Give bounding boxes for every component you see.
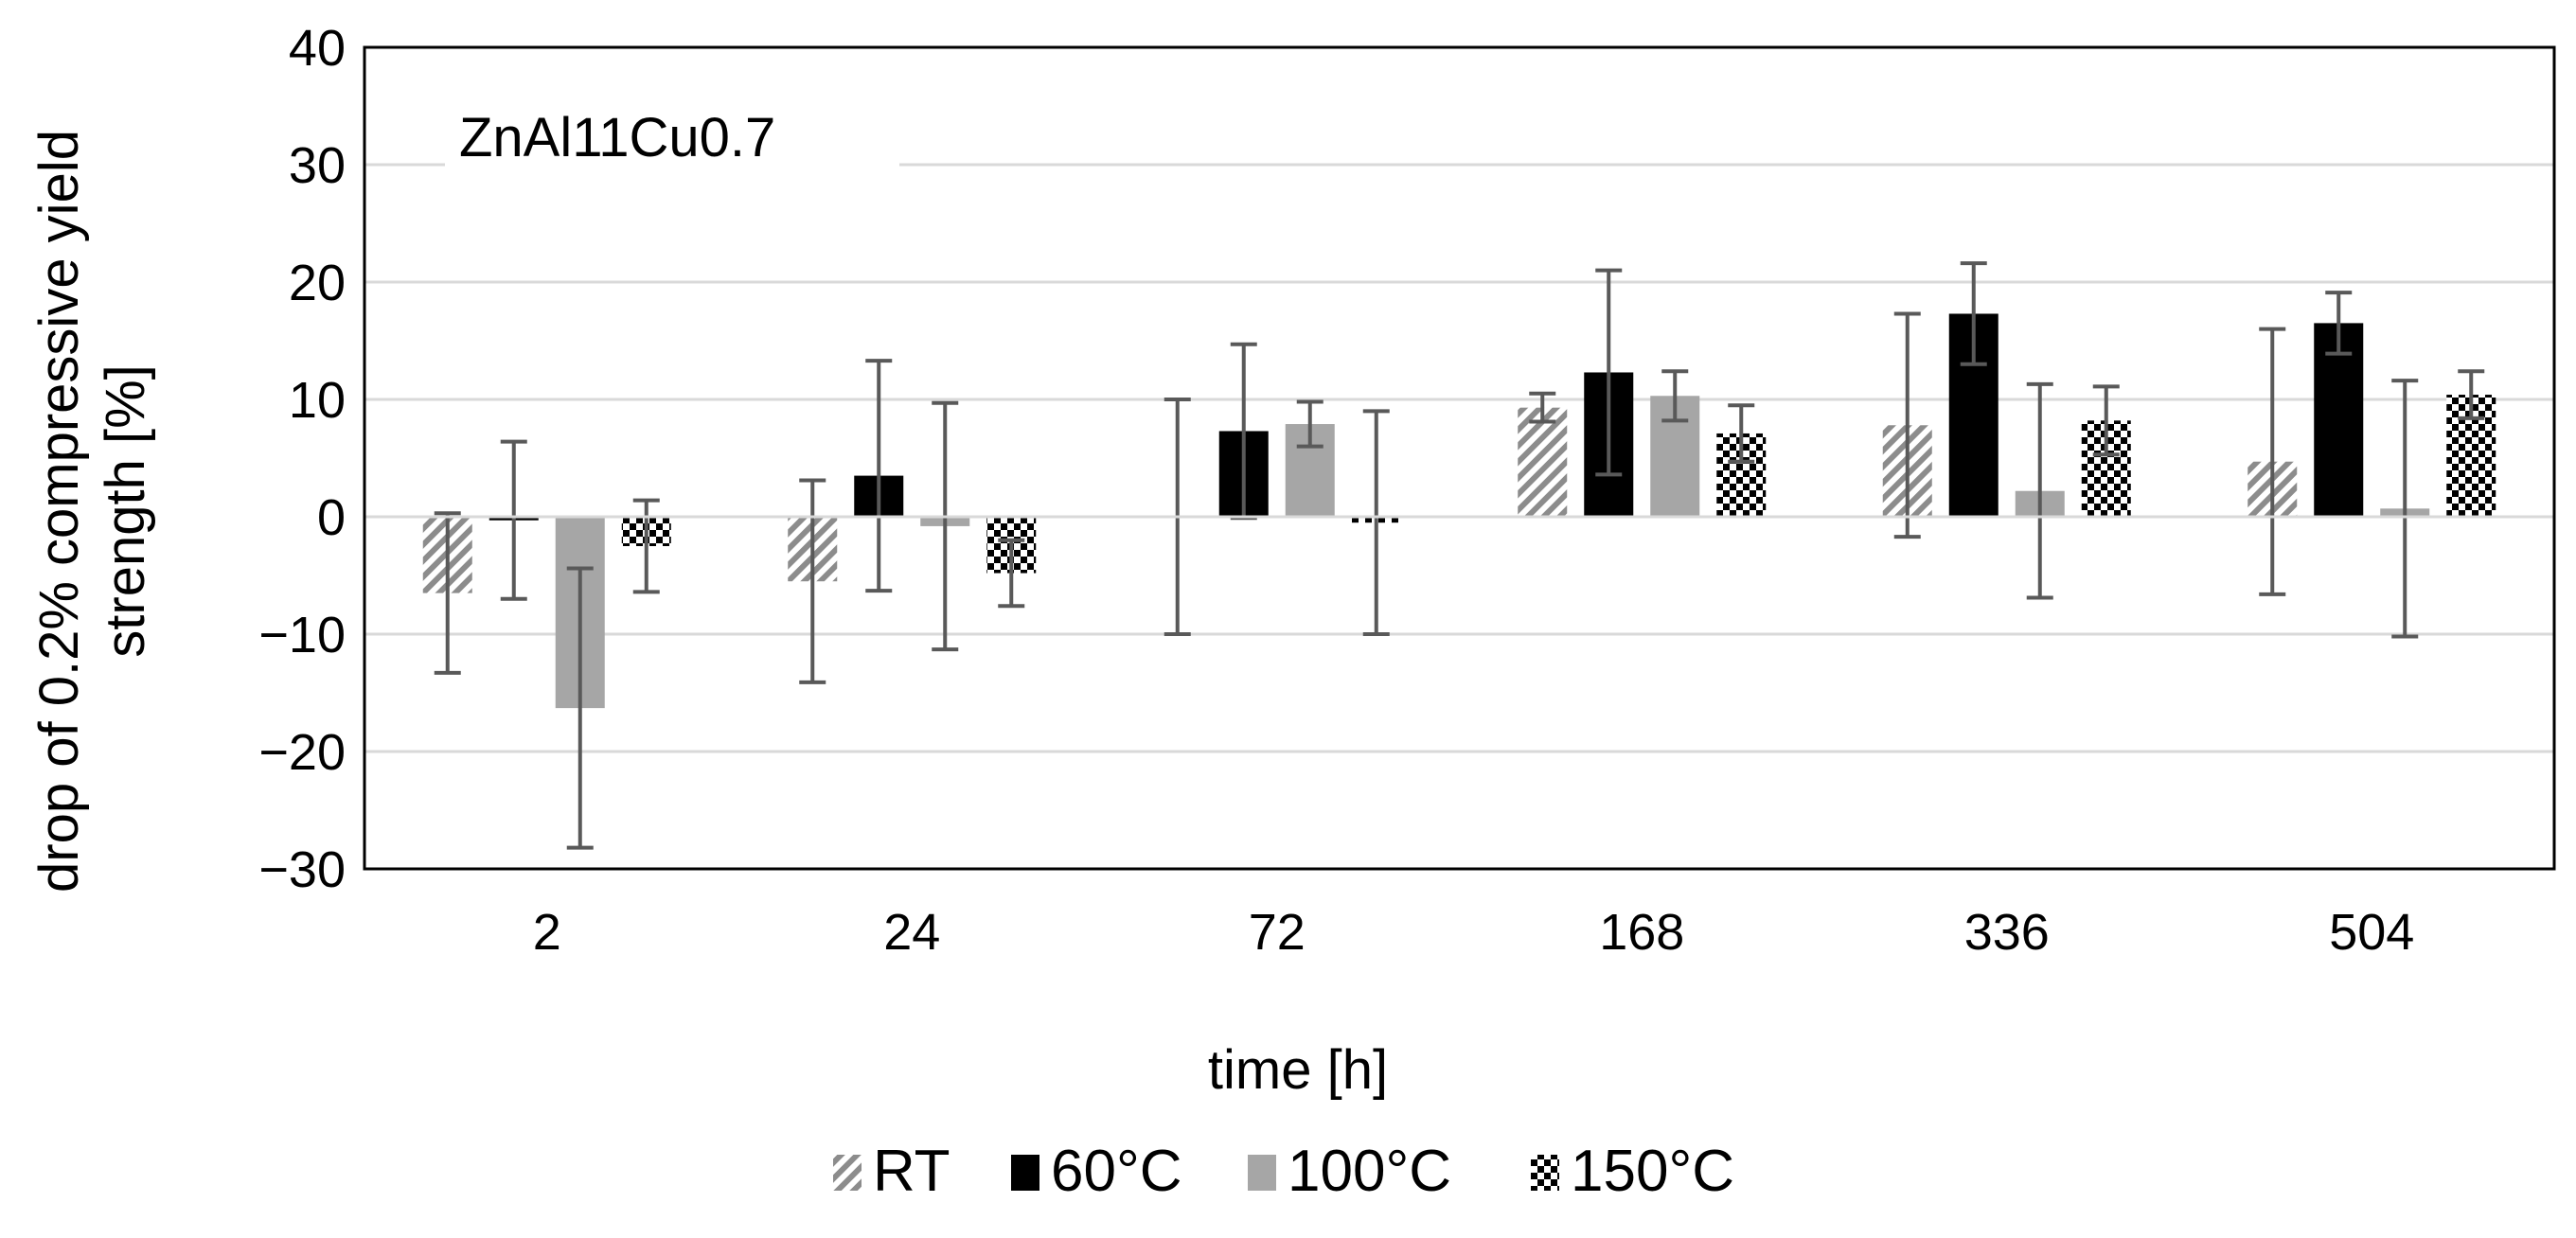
- y-tick-label: 10: [289, 372, 346, 429]
- error-bar-60°C-168: [1595, 268, 1623, 477]
- legend-item-RT: RT: [833, 1139, 950, 1204]
- error-bar-100°C-2: [566, 566, 594, 850]
- chart-annotation: ZnAl11Cu0.7: [445, 90, 899, 175]
- error-bar-100°C-24: [932, 400, 959, 652]
- y-tick-label: 0: [317, 489, 346, 546]
- y-tick-label: −10: [258, 607, 346, 663]
- legend-item-100°C: 100°C: [1248, 1139, 1451, 1204]
- bar-RT-168: [1518, 407, 1568, 517]
- y-axis-title-line2: strength [%]: [95, 364, 156, 657]
- error-bar-150°C-168: [1728, 403, 1755, 464]
- legend-label: RT: [873, 1139, 950, 1204]
- bars: [422, 313, 2496, 709]
- error-bar-RT-2: [434, 511, 461, 675]
- legend-item-60°C: 60°C: [1011, 1139, 1182, 1204]
- error-bar-60°C-2: [500, 439, 527, 601]
- y-tick-labels: 40 30 20 10 0 −10 −20 −30: [258, 20, 346, 898]
- x-tick-label: 24: [883, 904, 940, 961]
- gridlines: [364, 163, 2554, 753]
- y-tick-label: −30: [258, 841, 346, 898]
- error-bar-150°C-24: [998, 538, 1025, 609]
- error-bar-60°C-24: [865, 359, 893, 593]
- error-bar-150°C-72: [1362, 409, 1390, 636]
- legend-swatch: [1011, 1155, 1039, 1191]
- legend-item-150°C: 150°C: [1531, 1139, 1734, 1204]
- legend-swatch: [833, 1155, 862, 1191]
- error-bar-150°C-504: [2458, 369, 2485, 420]
- y-tick-label: 20: [289, 255, 346, 311]
- legend: RT 60°C 100°C 150°C: [833, 1139, 1734, 1204]
- error-bar-100°C-72: [1296, 399, 1324, 449]
- error-bars: [434, 261, 2485, 850]
- x-tick-labels: 2 24 72 168 336 504: [533, 904, 2415, 961]
- legend-swatch: [1248, 1155, 1276, 1191]
- error-bar-100°C-336: [2026, 381, 2053, 600]
- x-tick-label: 72: [1249, 904, 1306, 961]
- error-bar-RT-336: [1893, 311, 1921, 539]
- x-tick-label: 336: [1964, 904, 2050, 961]
- error-bar-150°C-336: [2092, 384, 2120, 457]
- error-bar-100°C-504: [2391, 379, 2419, 639]
- legend-label: 150°C: [1571, 1139, 1734, 1204]
- legend-label: 100°C: [1288, 1139, 1451, 1204]
- x-tick-label: 168: [1599, 904, 1684, 961]
- y-tick-label: 30: [289, 137, 346, 194]
- error-bar-RT-24: [799, 478, 826, 684]
- error-bar-60°C-504: [2325, 291, 2353, 356]
- y-tick-label: 40: [289, 20, 346, 77]
- y-axis-title-line1: drop of 0.2% compressive yield: [28, 130, 90, 893]
- x-tick-label: 2: [533, 904, 561, 961]
- annotation-label: ZnAl11Cu0.7: [459, 107, 775, 168]
- legend-label: 60°C: [1051, 1139, 1182, 1204]
- plot-frame: [363, 45, 2556, 871]
- legend-swatch: [1531, 1155, 1559, 1191]
- error-bar-60°C-336: [1960, 261, 1987, 366]
- error-bar-100°C-168: [1661, 369, 1689, 423]
- error-bar-RT-168: [1529, 391, 1556, 424]
- x-tick-label: 504: [2329, 904, 2414, 961]
- x-axis-title: time [h]: [1208, 1039, 1388, 1101]
- y-tick-label: −20: [258, 724, 346, 781]
- error-bar-RT-504: [2259, 327, 2286, 596]
